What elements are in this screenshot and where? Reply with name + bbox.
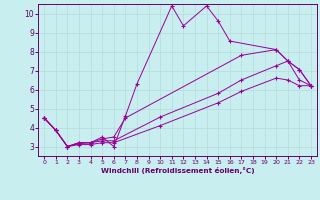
- X-axis label: Windchill (Refroidissement éolien,°C): Windchill (Refroidissement éolien,°C): [101, 167, 254, 174]
